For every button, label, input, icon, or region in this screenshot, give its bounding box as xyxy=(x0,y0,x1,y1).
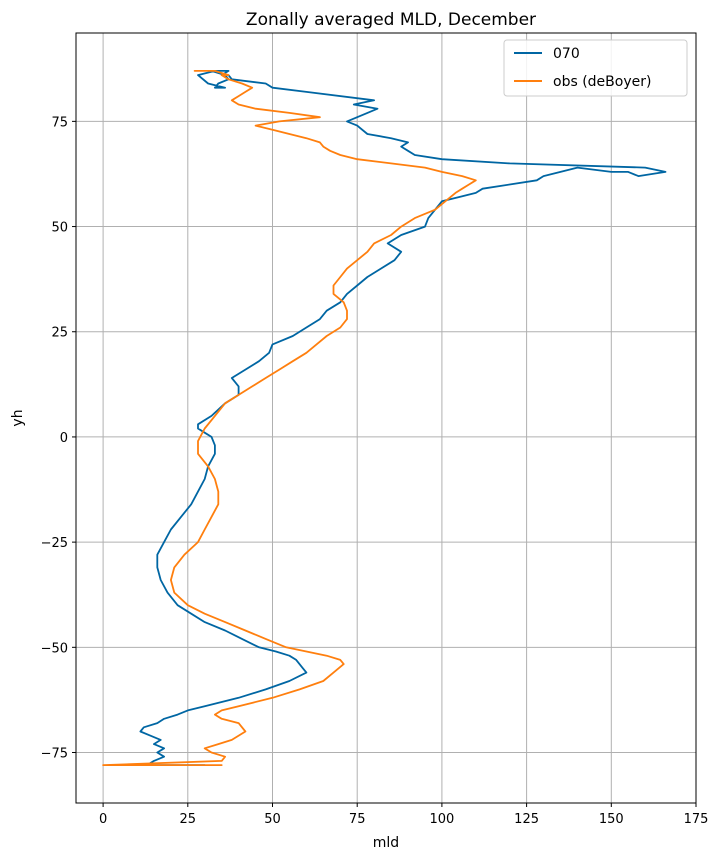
plot-frame xyxy=(75,32,697,804)
x-tick-label: 25 xyxy=(180,812,197,827)
y-tick-label: 50 xyxy=(51,221,68,236)
series-line-070 xyxy=(139,70,667,766)
y-tick-label: 0 xyxy=(60,431,68,446)
y-tick-label: −25 xyxy=(41,536,68,551)
y-ticks: −75 −50 −25 0 25 50 75 xyxy=(41,115,76,762)
legend-label-obs: obs (deBoyer) xyxy=(553,74,651,90)
x-tick-label: 175 xyxy=(684,812,709,827)
x-tick-label: 50 xyxy=(264,812,281,827)
series-group xyxy=(102,70,667,766)
y-tick-label: −75 xyxy=(41,747,68,762)
x-tick-label: 100 xyxy=(429,812,454,827)
y-tick-label: −50 xyxy=(41,641,68,656)
x-tick-label: 75 xyxy=(349,812,366,827)
series-line-obs xyxy=(102,70,477,766)
legend-label-070: 070 xyxy=(553,46,580,62)
y-tick-label: 75 xyxy=(51,115,68,130)
x-tick-label: 0 xyxy=(99,812,107,827)
legend-box xyxy=(503,39,688,97)
chart-title: Zonally averaged MLD, December xyxy=(246,10,536,30)
x-ticks: 0 25 50 75 100 125 150 175 xyxy=(99,803,708,827)
legend: 070 obs (deBoyer) xyxy=(503,39,688,97)
x-tick-label: 125 xyxy=(514,812,539,827)
y-axis-label: yh xyxy=(10,409,26,426)
x-tick-label: 150 xyxy=(599,812,624,827)
y-tick-label: 25 xyxy=(51,326,68,341)
x-axis-label: mld xyxy=(373,835,399,851)
